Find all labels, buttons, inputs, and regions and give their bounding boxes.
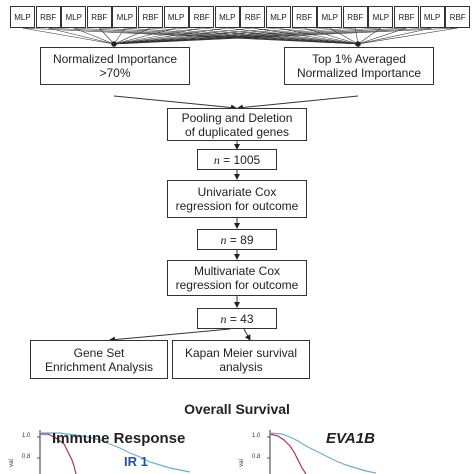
y-axis-label-right: val — [238, 459, 245, 467]
model-box-rbf: RBF — [291, 6, 317, 28]
n-1005-box: n = 1005 — [197, 149, 277, 170]
model-box-mlp: MLP — [419, 6, 445, 28]
km-plot-immune-response — [37, 430, 191, 474]
univariate-cox-box: Univariate Cox regression for outcome — [167, 180, 307, 218]
model-box-mlp: MLP — [10, 6, 35, 28]
model-box-rbf: RBF — [342, 6, 368, 28]
y-axis-label: val — [8, 459, 15, 467]
model-box-mlp: MLP — [317, 6, 343, 28]
model-box-mlp: MLP — [368, 6, 394, 28]
model-box-mlp: MLP — [266, 6, 291, 28]
overall-survival-title: Overall Survival — [184, 401, 290, 417]
immune-response-title: Immune Response — [52, 430, 186, 447]
model-box-mlp: MLP — [214, 6, 240, 28]
km-plot-eva1b — [267, 430, 377, 474]
model-box-rbf: RBF — [240, 6, 266, 28]
y-tick-0-8: 0.8 — [22, 454, 31, 460]
ir1-label: IR 1 — [124, 454, 148, 469]
model-box-rbf: RBF — [189, 6, 215, 28]
top-averaged-importance-box: Top 1% Averaged Normalized Importance — [284, 47, 434, 85]
n-43-box: n = 43 — [197, 308, 277, 329]
arrow-normalized-to-pooling — [113, 95, 237, 111]
model-box-rbf: RBF — [138, 6, 163, 28]
model-box-rbf: RBF — [86, 6, 112, 28]
model-box-mlp: MLP — [61, 6, 87, 28]
arrow-top-to-pooling — [237, 95, 359, 111]
model-to-importance-connectors — [22, 27, 458, 47]
multivariate-cox-box: Multivariate Cox regression for outcome — [167, 260, 307, 296]
eva1b-title: EVA1B — [326, 430, 375, 447]
y-tick-1-0: 1.0 — [22, 433, 31, 439]
arrow-n3-to-gsea — [109, 328, 231, 343]
kaplan-meier-box: Kapan Meier survival analysis — [172, 340, 310, 379]
model-box-rbf: RBF — [394, 6, 419, 28]
normalized-importance-box: Normalized Importance >70% — [40, 47, 190, 85]
model-box-mlp: MLP — [112, 6, 138, 28]
n-89-box: n = 89 — [197, 229, 277, 250]
pooling-deletion-box: Pooling and Deletion of duplicated genes — [167, 108, 307, 141]
model-box-mlp: MLP — [163, 6, 189, 28]
gene-set-enrichment-box: Gene Set Enrichment Analysis — [30, 340, 168, 379]
y-tick-0-8-right: 0.8 — [252, 454, 261, 460]
model-box-rbf: RBF — [35, 6, 61, 28]
y-tick-1-0-right: 1.0 — [252, 433, 261, 439]
arrow-n3-to-kaplan — [243, 328, 251, 341]
model-box-rbf: RBF — [445, 6, 471, 28]
